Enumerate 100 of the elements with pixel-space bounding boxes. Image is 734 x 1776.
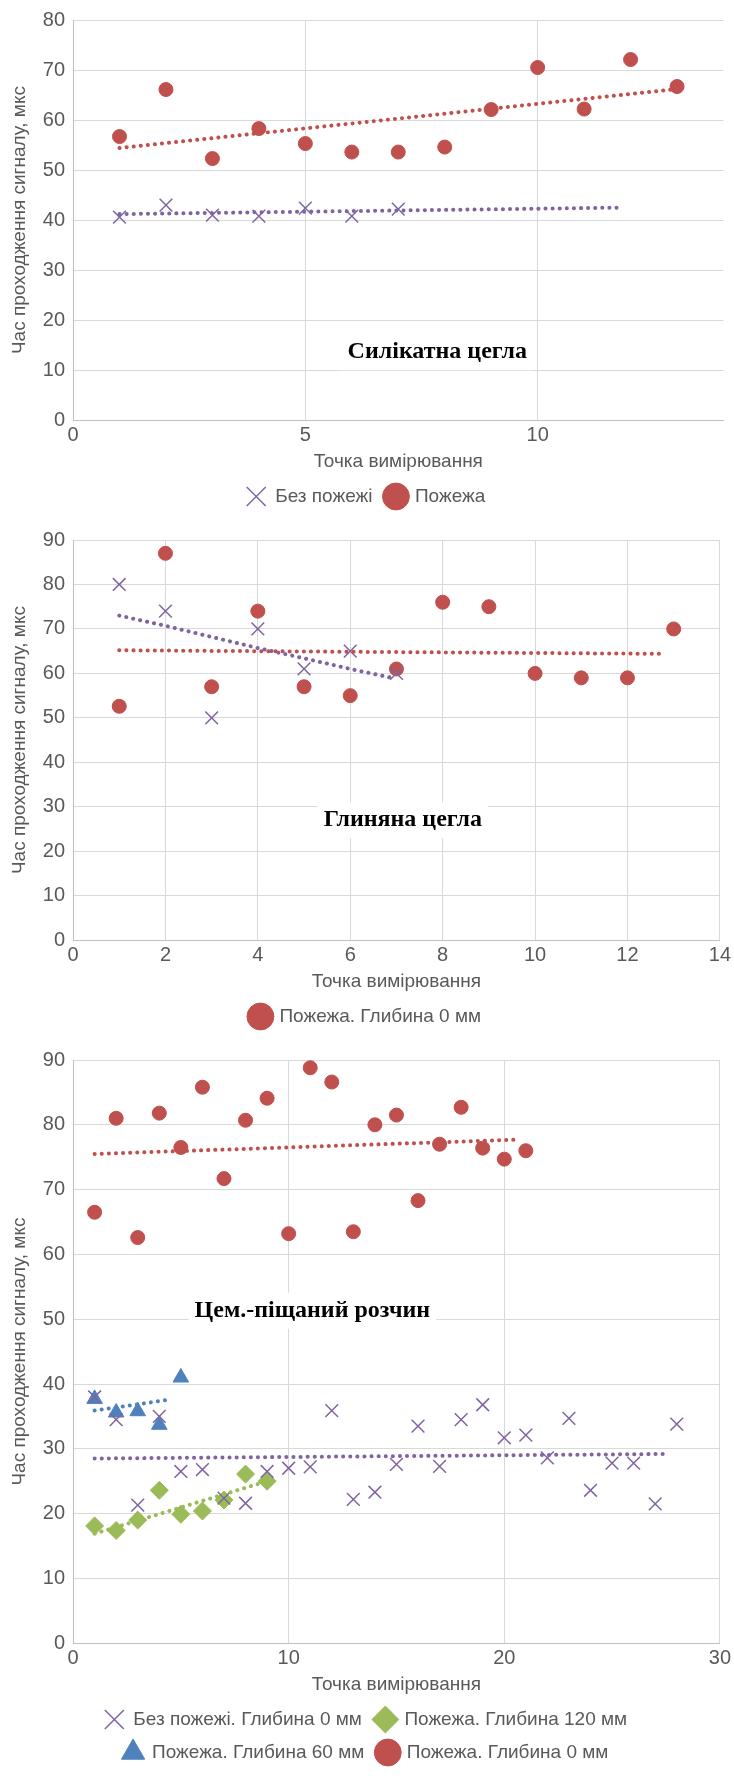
legend-label: Пожежа. Глибина 0 мм <box>279 1004 482 1026</box>
y-axis-title: Час проходження сигналу, мкс <box>7 86 29 355</box>
point <box>583 1483 598 1498</box>
point <box>518 1143 534 1159</box>
legend-label: Пожежа. Глибина 0 мм <box>406 1740 609 1762</box>
y-tick-label: 90 <box>42 1047 66 1070</box>
x-tick-label: 30 <box>708 1645 731 1668</box>
y-tick-label: 30 <box>42 794 66 817</box>
point <box>152 1409 167 1424</box>
y-tick-label: 50 <box>42 1306 66 1329</box>
x-axis-title: Точка вимірювання <box>313 449 483 471</box>
point <box>576 101 592 117</box>
y-tick-label: 10 <box>42 883 66 906</box>
point <box>130 1498 145 1513</box>
point <box>158 197 174 213</box>
point <box>324 1074 340 1090</box>
y-tick-label: 40 <box>42 749 66 772</box>
annotation: Силікатна цегла <box>347 337 527 364</box>
point <box>344 144 360 160</box>
point <box>250 603 266 619</box>
y-axis-title: Час проходження сигналу, мкс <box>7 1217 29 1486</box>
point <box>530 60 546 76</box>
point <box>481 599 497 615</box>
point <box>391 201 406 217</box>
point <box>257 1471 277 1491</box>
point <box>194 1079 210 1095</box>
point <box>130 1230 146 1246</box>
point <box>87 1204 103 1220</box>
point <box>666 621 682 637</box>
point <box>238 1496 253 1511</box>
point <box>281 1226 297 1242</box>
legend-label: Пожежа. Глибина 60 мм <box>152 1740 365 1762</box>
point <box>437 139 453 155</box>
point <box>619 670 635 686</box>
point <box>573 670 589 686</box>
point <box>342 688 358 704</box>
point <box>475 1140 491 1156</box>
y-tick-label: 0 <box>53 927 66 950</box>
point <box>173 1464 188 1479</box>
point <box>297 136 313 152</box>
point <box>302 1060 318 1076</box>
point <box>204 710 219 725</box>
point <box>296 679 312 695</box>
x-tick-label: 2 <box>159 942 172 965</box>
y-tick-label: 60 <box>42 660 66 683</box>
annotation: Цем.-піщаний розчин <box>194 1295 431 1322</box>
x-axis-title: Точка вимірювання <box>311 969 482 991</box>
x-tick-label: 8 <box>437 942 449 965</box>
x-tick-label: 14 <box>708 942 731 965</box>
x-tick-label: 10 <box>523 942 547 965</box>
x-tick-label: 6 <box>344 942 356 965</box>
y-tick-label: 50 <box>42 157 66 180</box>
y-tick-label: 30 <box>42 257 66 280</box>
point <box>151 1105 167 1121</box>
point <box>173 1139 189 1155</box>
y-tick-label: 20 <box>42 838 66 861</box>
y-tick-label: 90 <box>42 527 66 550</box>
point <box>389 1457 404 1472</box>
point <box>410 1193 426 1209</box>
point <box>343 644 358 659</box>
point <box>216 1171 232 1187</box>
point <box>388 1107 404 1123</box>
point <box>346 1492 361 1507</box>
point <box>496 1151 512 1167</box>
annotation: Глиняна цегла <box>323 805 482 832</box>
y-tick-label: 50 <box>42 705 66 728</box>
point <box>251 208 266 224</box>
point <box>171 1504 191 1524</box>
point <box>238 1112 254 1128</box>
point <box>410 1419 426 1434</box>
point <box>561 1411 577 1426</box>
point <box>390 144 406 160</box>
y-tick-label: 40 <box>42 207 66 230</box>
point <box>108 1110 124 1126</box>
point <box>475 1397 490 1412</box>
point <box>497 1430 512 1445</box>
point <box>604 1455 620 1471</box>
point <box>344 208 359 224</box>
x-tick-label: 12 <box>616 942 639 965</box>
point <box>149 1480 169 1500</box>
x-tick-label: 10 <box>277 1645 300 1668</box>
y-tick-label: 20 <box>42 1501 66 1524</box>
point <box>236 1464 256 1484</box>
point <box>296 661 312 677</box>
point <box>648 1496 663 1511</box>
point <box>158 82 174 98</box>
point <box>324 1403 339 1418</box>
point <box>435 594 451 610</box>
point <box>303 1459 318 1475</box>
y-axis-title: Час проходження сигналу, мкс <box>7 606 29 875</box>
y-tick-label: 40 <box>42 1371 66 1394</box>
y-tick-label: 10 <box>42 1565 66 1588</box>
point <box>204 151 220 167</box>
point <box>112 577 127 592</box>
point <box>389 666 404 681</box>
legend-label: Пожежа. Глибина 120 мм <box>404 1707 628 1729</box>
y-tick-label: 70 <box>42 616 66 639</box>
point <box>112 129 128 145</box>
x-axis-title: Точка вимірювання <box>311 1672 482 1694</box>
point <box>128 1510 148 1530</box>
